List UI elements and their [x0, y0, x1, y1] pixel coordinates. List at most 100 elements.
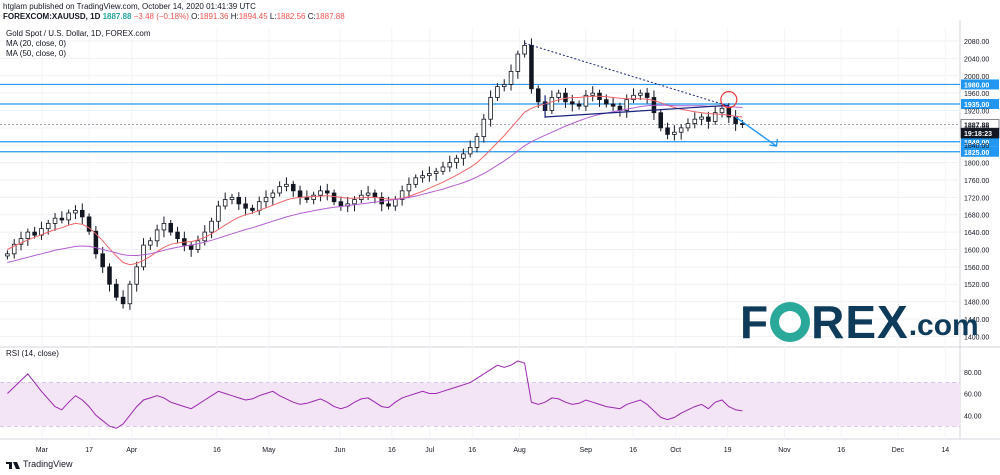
candle-body: [488, 97, 493, 120]
legend-ma20[interactable]: MA (20, close, 0): [6, 39, 67, 48]
level-tag[interactable]: [961, 136, 999, 147]
candle-body: [610, 103, 616, 107]
candle-body: [93, 230, 99, 255]
candle-body: [712, 112, 718, 122]
candle-body: [325, 190, 330, 194]
candle-body: [454, 157, 459, 164]
triangle-base-line: [545, 104, 729, 118]
time-tick-label: Apr: [126, 447, 138, 454]
candle-body: [304, 196, 310, 200]
tradingview-label: TradingView: [23, 459, 73, 469]
candle-body: [467, 147, 473, 155]
legend-ma50[interactable]: MA (50, close, 0): [6, 49, 67, 58]
candle-body: [563, 92, 568, 103]
candle-body: [229, 196, 235, 200]
candle-body: [5, 253, 10, 257]
level-tag-label: 1980.00: [964, 82, 989, 89]
candle-body: [352, 199, 357, 205]
candle-body: [583, 94, 589, 107]
time-tick-label: 16: [837, 447, 845, 454]
candle-body: [604, 99, 609, 105]
candle-body: [590, 92, 595, 96]
open-label: O:: [191, 12, 200, 21]
legend-rsi[interactable]: RSI (14, close): [6, 349, 59, 358]
logo-f: F: [740, 296, 770, 348]
price-tag-label: 1887.88: [964, 122, 989, 129]
candle-body: [719, 107, 725, 114]
candle-body: [433, 170, 439, 174]
time-tick-label: Mar: [36, 447, 49, 454]
last-price: 1887.88: [102, 12, 132, 21]
time-tick-label: Oct: [670, 447, 681, 454]
price-tick-label: 1920.00: [964, 109, 989, 116]
candle-body: [740, 123, 745, 125]
tradingview-footer[interactable]: TradingView: [6, 459, 73, 469]
candle-body: [141, 244, 146, 268]
candle-body: [161, 223, 167, 231]
price-tick-label: 1720.00: [964, 195, 989, 202]
low-value: 1882.56: [276, 12, 306, 21]
time-tick-label: Nov: [778, 447, 791, 454]
price-series: [5, 38, 745, 429]
candle-body: [290, 183, 296, 192]
candle-body: [107, 266, 112, 285]
candle-body: [393, 199, 398, 207]
level-tag[interactable]: [961, 79, 999, 90]
candle-body: [474, 136, 480, 148]
ma50-line: [7, 104, 743, 263]
candle-body: [331, 192, 337, 203]
candle-body: [576, 103, 582, 107]
logo-dotcom: .com: [908, 309, 979, 342]
high-label: H:: [230, 12, 239, 21]
publish-line: htglam published on TradingView.com, Oct…: [3, 2, 256, 11]
candle-body: [168, 223, 174, 233]
candle-body: [672, 131, 677, 135]
symbol-label[interactable]: FOREXCOM:XAUUSD, 1D: [3, 12, 101, 21]
candle-body: [447, 162, 453, 168]
rsi-tick-label: 60.00: [964, 392, 982, 399]
ohlc-line: FOREXCOM:XAUUSD, 1D 1887.88 −3.48 (−0.18…: [3, 12, 345, 21]
candle-body: [461, 153, 466, 159]
candle-body: [25, 231, 31, 240]
level-tag-label: 1848.00: [964, 140, 989, 147]
logo-o-icon: [770, 302, 811, 342]
rsi-line: [7, 360, 743, 429]
candle-body: [79, 209, 85, 218]
time-tick-label: Jul: [425, 447, 434, 454]
candle-body: [399, 190, 405, 200]
rsi-tick-label: 80.00: [964, 370, 982, 377]
candle-body: [250, 207, 255, 211]
legend-title[interactable]: Gold Spot / U.S. Dollar, 1D, FOREX.com: [6, 29, 151, 38]
price-tick-label: 1840.00: [964, 143, 989, 150]
open-value: 1891.36: [199, 12, 229, 21]
candle-body: [338, 201, 344, 207]
time-tick-label: 16: [388, 447, 396, 454]
time-tick-label: 14: [941, 447, 949, 454]
candle-body: [413, 177, 419, 185]
price-tick-label: 2000.00: [964, 74, 989, 81]
candle-body: [59, 217, 65, 221]
price-tick-label: 1880.00: [964, 126, 989, 133]
candle-body: [427, 173, 432, 177]
candle-body: [216, 205, 221, 222]
support-resistance-levels[interactable]: 1980.00 1935.00 1848.00 1825.00 1887.88 19:18…: [0, 79, 1000, 157]
candle-body: [32, 231, 37, 236]
candle-body: [284, 183, 289, 187]
candle-body: [256, 201, 262, 211]
candle-body: [495, 86, 500, 98]
level-tag-label: 1935.00: [964, 102, 989, 109]
grid-lines: [0, 20, 1000, 440]
time-tick-label: 17: [85, 447, 93, 454]
level-tag[interactable]: [961, 146, 999, 157]
time-tick-label: Jun: [334, 447, 345, 454]
annotations: [524, 42, 779, 147]
level-tag[interactable]: [961, 98, 999, 109]
candle-body: [706, 116, 711, 122]
candle-body: [11, 243, 17, 255]
high-value: 1894.45: [238, 12, 268, 21]
price-tick-label: 1960.00: [964, 91, 989, 98]
candle-body: [127, 283, 133, 305]
ma20-line: [7, 95, 743, 266]
price-tick-label: 1640.00: [964, 230, 989, 237]
